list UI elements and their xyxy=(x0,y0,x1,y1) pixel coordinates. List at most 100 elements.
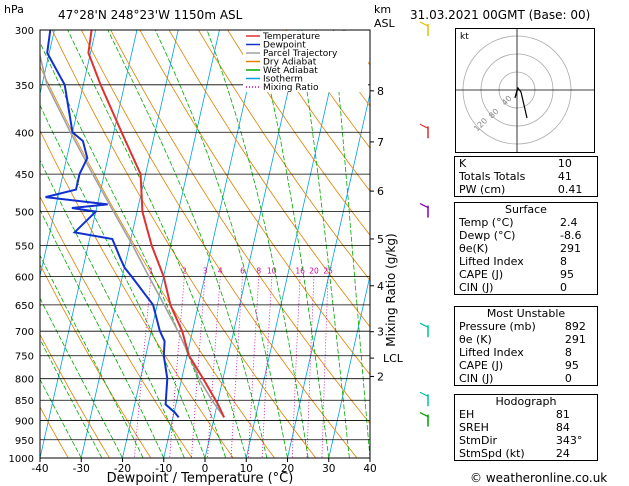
pressure-tick-label: 600 xyxy=(15,272,34,283)
x-tick-label: 20 xyxy=(281,463,294,475)
surface-li-value: 8 xyxy=(560,255,568,268)
surface-thetae-label: θe(K) xyxy=(459,242,489,255)
mu-thetae-value: 291 xyxy=(564,333,586,346)
mixing-ratio-line xyxy=(321,276,329,458)
mu-cin-label: CIN (J) xyxy=(459,372,494,385)
mu-pressure-value: 892 xyxy=(564,320,586,333)
most-unstable-table: Most Unstable Pressure (mb) 892 θe (K) 291… xyxy=(454,306,598,386)
km-label: km xyxy=(374,3,392,16)
mu-cape-label: CAPE (J) xyxy=(459,359,504,372)
x-tick-label: -20 xyxy=(114,463,131,475)
dry-adiabat-line xyxy=(110,30,370,425)
legend-entry: Dry Adiabat xyxy=(263,58,317,68)
wet-adiabat-line xyxy=(255,30,330,458)
surface-cape-value: 95 xyxy=(560,268,575,281)
legend-box xyxy=(243,31,368,92)
isotherm-line xyxy=(40,30,97,278)
dry-adiabat-line xyxy=(227,30,370,236)
hodograph-title: Hodograph xyxy=(495,395,557,408)
dry-adiabat-line xyxy=(40,129,234,458)
wet-adiabat-line xyxy=(40,104,206,458)
profiles xyxy=(40,30,226,419)
mixing-ratio-labels: 1 2 3 4 6 8 10 16 20 25 xyxy=(149,266,333,275)
altitude-tick-label: 4 xyxy=(377,280,384,293)
k-index-label: K xyxy=(459,157,467,170)
pressure-tick-label: 700 xyxy=(15,327,34,338)
stmdir-value: 343° xyxy=(555,434,583,447)
mixing-ratio-label: 16 xyxy=(295,266,305,275)
wind-barb xyxy=(419,123,429,129)
pressure-tick-label: 500 xyxy=(15,208,34,219)
wet-adiabat-line xyxy=(206,30,309,458)
station-info: 47°28'N 248°23'W 1150m ASL xyxy=(58,8,243,22)
temperature-tick-labels: -40 -30 -20 -10 0 10 20 30 40 xyxy=(31,458,377,475)
altitude-tick-label: 3 xyxy=(377,326,384,339)
pressure-tick-label: 350 xyxy=(15,81,34,92)
altitude-tick-label: 8 xyxy=(377,85,384,98)
x-tick-label: 30 xyxy=(322,463,335,475)
altitude-tick-label: 6 xyxy=(377,185,384,198)
legend-entry: Mixing Ratio xyxy=(263,83,319,93)
wet-adiabat-line xyxy=(40,378,82,458)
wet-adiabat-line xyxy=(297,30,350,458)
wind-barb xyxy=(419,21,429,27)
series-line xyxy=(87,30,226,418)
dry-adiabat-line xyxy=(256,30,370,192)
dry-adiabat-line xyxy=(40,406,69,458)
pressure-tick-label: 300 xyxy=(15,26,34,37)
wind-barbs xyxy=(419,21,429,427)
most-unstable-title: Most Unstable xyxy=(486,307,566,320)
dry-adiabat-line xyxy=(40,333,110,458)
k-index-value: 10 xyxy=(557,157,572,170)
sreh-label: SREH xyxy=(459,421,489,434)
mixing-ratio-label: 1 xyxy=(149,266,154,275)
isotherm-line xyxy=(287,91,370,458)
totals-totals-label: Totals Totals xyxy=(459,170,526,183)
pressure-tick-label: 450 xyxy=(15,170,34,181)
hodograph-kt-label: kt xyxy=(460,32,469,42)
copyright-footer: © weatheronline.co.uk xyxy=(470,471,608,485)
stmspd-value: 24 xyxy=(555,447,570,460)
dry-adiabat-line xyxy=(285,30,370,149)
wet-adiabat-line xyxy=(332,30,370,458)
pw-label: PW (cm) xyxy=(459,183,506,196)
x-axis-label: Dewpoint / Temperature (°C) xyxy=(107,471,294,486)
wind-barb xyxy=(419,391,429,397)
surface-dewp-label: Dewp (°C) xyxy=(459,229,516,242)
mu-li-value: 8 xyxy=(564,346,572,359)
mu-thetae-label: θe (K) xyxy=(459,333,492,346)
mixing-ratio-label: 6 xyxy=(240,266,245,275)
mixing-ratio-axis-label: Mixing Ratio (g/kg) xyxy=(384,233,398,346)
mixing-ratio-line xyxy=(230,276,243,458)
x-tick-label: -10 xyxy=(155,463,172,475)
sreh-value: 84 xyxy=(555,421,570,434)
surface-thetae-value: 291 xyxy=(560,242,582,255)
eh-label: EH xyxy=(459,408,475,421)
wind-barb xyxy=(419,412,429,418)
isotherm-line xyxy=(40,30,138,458)
surface-temp-value: 2.4 xyxy=(560,216,578,229)
wet-adiabat-line xyxy=(40,338,103,458)
surface-table: Surface Temp (°C) 2.4 Dewp (°C) -8.6 θe(K)… xyxy=(454,202,598,295)
mixing-ratio-label: 2 xyxy=(182,266,187,275)
altitude-tick-label: 2 xyxy=(377,370,384,383)
mixing-ratio-label: 20 xyxy=(309,266,319,275)
dry-adiabat-line xyxy=(168,30,370,328)
mixing-ratio-line xyxy=(133,276,152,458)
surface-li-label: Lifted Index xyxy=(459,255,524,268)
x-tick-label: 40 xyxy=(363,463,376,475)
indices-table: K 10 Totals Totals 41 PW (cm) 0.41 xyxy=(454,156,598,197)
pressure-tick-label: 950 xyxy=(15,436,34,447)
dry-adiabat-line xyxy=(40,65,275,458)
altitude-tick-label: LCL xyxy=(383,352,404,365)
pressure-tick-label: 1000 xyxy=(9,454,34,465)
isotherm-line xyxy=(0,30,13,458)
pressure-tick-labels: 300 350 400 450 500 550 600 650 700 750 800 850 900 9… xyxy=(9,26,34,465)
surface-cin-value: 0 xyxy=(560,281,568,294)
surface-title: Surface xyxy=(505,203,547,216)
pw-value: 0.41 xyxy=(557,183,583,196)
altitude-axis: 8 7 6 5 4 3 LCL 2 xyxy=(370,85,404,383)
asl-label: ASL xyxy=(374,17,395,30)
pressure-tick-label: 750 xyxy=(15,352,34,363)
